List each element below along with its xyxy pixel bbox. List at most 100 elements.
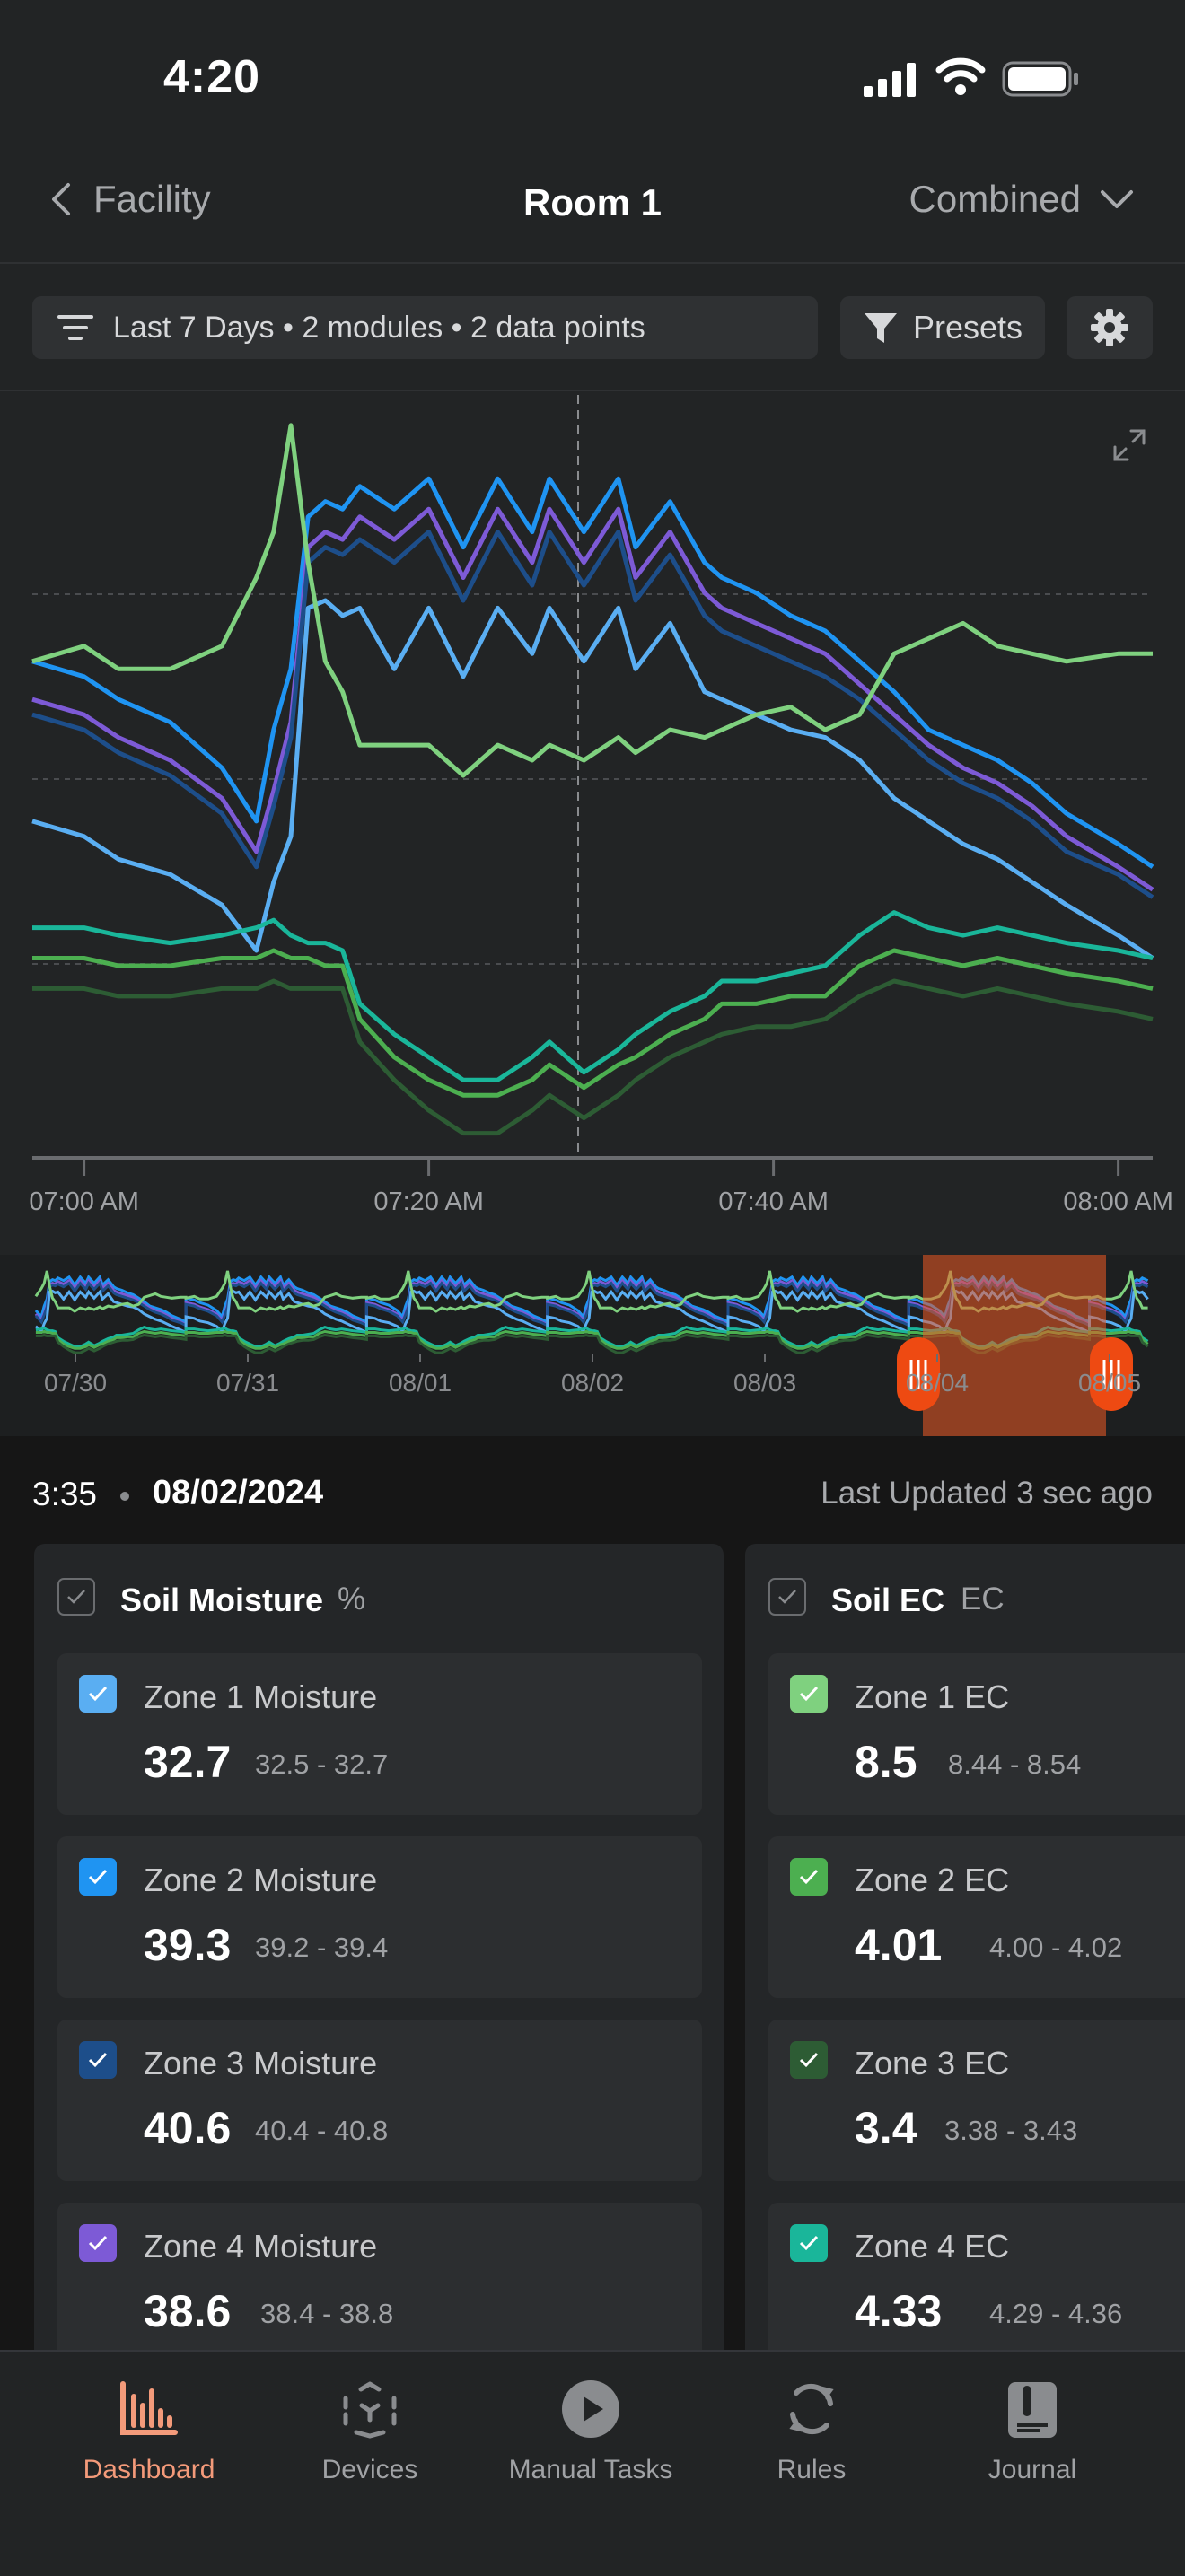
- sensor-value: 4.01: [855, 1920, 943, 1970]
- sensor-checkbox[interactable]: [79, 2041, 117, 2079]
- back-label: Facility: [93, 178, 211, 220]
- sensor-checkbox[interactable]: [79, 1675, 117, 1713]
- navigator-overview: 07/30 07/31 08/01 08/02 08/03 08/04 08/05: [34, 1255, 1149, 1436]
- chevron-left-icon: [52, 183, 70, 215]
- sensor-checkbox[interactable]: [79, 2224, 117, 2262]
- sensor-value: 8.5: [855, 1737, 917, 1787]
- cursor-time: 3:35: [32, 1476, 98, 1512]
- sensor-card[interactable]: Zone 1 Moisture 32.7 32.5 - 32.7: [57, 1653, 702, 1815]
- sensor-card[interactable]: Zone 2 Moisture 39.3 39.2 - 39.4: [57, 1836, 702, 1998]
- navigator-date-label: 07/31: [216, 1369, 279, 1397]
- sensor-range: 4.00 - 4.02: [989, 1932, 1123, 1963]
- journal-icon: [1008, 2382, 1057, 2438]
- check-icon: [88, 2235, 108, 2251]
- tab-label: Journal: [988, 2455, 1077, 2484]
- sensor-name: Zone 1 Moisture: [144, 1678, 378, 1715]
- check-icon: [799, 1686, 819, 1702]
- sensor-value: 32.7: [144, 1737, 232, 1787]
- series-line-z3m: [31, 530, 1154, 899]
- group-checkbox[interactable]: [768, 1578, 806, 1616]
- tab-manual-tasks[interactable]: Manual Tasks: [483, 2379, 698, 2485]
- group-unit: %: [338, 1582, 366, 1617]
- series-line-z4m: [31, 506, 1154, 892]
- sensor-range: 4.29 - 4.36: [989, 2298, 1123, 2329]
- sensor-line-chart[interactable]: 07:00 AM 07:20 AM 07:40 AM 08:00 AM: [0, 391, 1185, 1244]
- tab-label: Devices: [321, 2455, 418, 2484]
- timeline-navigator[interactable]: 07/30 07/31 08/01 08/02 08/03 08/04 08/05: [0, 1255, 1185, 1436]
- sensor-name: Zone 2 EC: [855, 1862, 1010, 1898]
- sensor-checkbox[interactable]: [790, 2224, 828, 2262]
- sensor-checkbox[interactable]: [790, 1858, 828, 1896]
- sensor-card[interactable]: Zone 4 Moisture 38.6 38.4 - 38.8: [57, 2203, 702, 2364]
- sensor-checkbox[interactable]: [790, 2041, 828, 2079]
- navigator-date-label: 07/30: [44, 1369, 107, 1397]
- navigator-date-label: 08/03: [733, 1369, 796, 1397]
- filter-summary-text: Last 7 Days • 2 modules • 2 data points: [113, 310, 645, 345]
- series-line-z4ec: [32, 910, 1154, 1082]
- tab-devices[interactable]: Devices: [262, 2379, 478, 2485]
- expand-icon[interactable]: [1113, 429, 1146, 461]
- sensor-value: 40.6: [144, 2103, 232, 2153]
- sensor-card[interactable]: Zone 3 Moisture 40.6 40.4 - 40.8: [57, 2020, 702, 2181]
- tab-dashboard[interactable]: Dashboard: [41, 2379, 257, 2485]
- sensor-checkbox[interactable]: [79, 1858, 117, 1896]
- check-icon: [67, 1590, 85, 1604]
- check-icon: [799, 2235, 819, 2251]
- play-icon: [562, 2380, 619, 2438]
- check-icon: [88, 1869, 108, 1885]
- series-line-z2m: [31, 476, 1154, 869]
- sensor-card[interactable]: Zone 3 EC 3.4 3.38 - 3.43: [768, 2020, 1185, 2181]
- sensor-value: 38.6: [144, 2286, 232, 2336]
- settings-button[interactable]: [1066, 296, 1153, 359]
- navigator-date-label: 08/02: [561, 1369, 624, 1397]
- sensor-card[interactable]: Zone 4 EC 4.33 4.29 - 4.36: [768, 2203, 1185, 2364]
- sensor-value: 39.3: [144, 1920, 232, 1970]
- sensor-range: 40.4 - 40.8: [255, 2115, 389, 2146]
- tab-journal[interactable]: Journal: [925, 2379, 1140, 2485]
- tab-rules[interactable]: Rules: [704, 2379, 919, 2485]
- group-card-soil-ec: Soil EC EC Zone 1 EC 8.5 8.44 - 8.54 Zon…: [745, 1544, 1185, 2405]
- tab-label: Manual Tasks: [508, 2455, 673, 2484]
- sensor-card[interactable]: Zone 1 EC 8.5 8.44 - 8.54: [768, 1653, 1185, 1815]
- cursor-date: 08/02/2024: [153, 1474, 324, 1511]
- battery-icon: [1002, 61, 1079, 101]
- view-label: Combined: [908, 178, 1081, 220]
- x-tick-label: 08:00 AM: [1063, 1187, 1173, 1216]
- filter-lines-icon: [57, 315, 93, 340]
- divider: [0, 390, 1185, 391]
- devices-icon: [343, 2381, 397, 2439]
- sensor-card[interactable]: Zone 2 EC 4.01 4.00 - 4.02: [768, 1836, 1185, 1998]
- series-line-z3ec: [32, 978, 1154, 1136]
- sensor-name: Zone 1 EC: [855, 1678, 1010, 1715]
- check-icon: [778, 1590, 796, 1604]
- navigator-selection[interactable]: [923, 1255, 1106, 1436]
- sensor-checkbox[interactable]: [790, 1675, 828, 1713]
- filter-summary-button[interactable]: Last 7 Days • 2 modules • 2 data points: [32, 296, 818, 359]
- chevron-down-icon: [1101, 190, 1133, 208]
- tab-label: Rules: [777, 2455, 847, 2484]
- series-line-z1ec: [31, 423, 1153, 778]
- group-card-soil-moisture: Soil Moisture % Zone 1 Moisture 32.7 32.…: [34, 1544, 724, 2405]
- check-icon: [88, 2052, 108, 2068]
- presets-button[interactable]: Presets: [840, 296, 1045, 359]
- data-header: 3:35 08/02/2024 Last Updated 3 sec ago: [0, 1436, 1185, 1544]
- status-time: 4:20: [163, 51, 261, 103]
- sensor-name: Zone 3 EC: [855, 2045, 1010, 2081]
- sensor-name: Zone 4 EC: [855, 2228, 1010, 2265]
- navigator-date-label: 08/01: [389, 1369, 452, 1397]
- refresh-icon: [789, 2383, 834, 2435]
- gear-icon: [1091, 309, 1128, 346]
- funnel-icon: [864, 313, 897, 343]
- group-unit: EC: [961, 1582, 1005, 1617]
- back-button[interactable]: Facility: [50, 178, 211, 221]
- view-selector[interactable]: Combined: [909, 178, 1135, 221]
- series-line-z2ec: [32, 948, 1154, 1098]
- sensor-value: 3.4: [855, 2103, 917, 2153]
- navigator-right-handle[interactable]: [1090, 1337, 1133, 1411]
- presets-label: Presets: [912, 309, 1023, 346]
- group-checkbox[interactable]: [57, 1578, 95, 1616]
- check-icon: [88, 1686, 108, 1702]
- navigator-left-handle[interactable]: [897, 1337, 940, 1411]
- sensor-name: Zone 2 Moisture: [144, 1862, 378, 1898]
- navigator-date-label: 08/05: [1078, 1369, 1141, 1397]
